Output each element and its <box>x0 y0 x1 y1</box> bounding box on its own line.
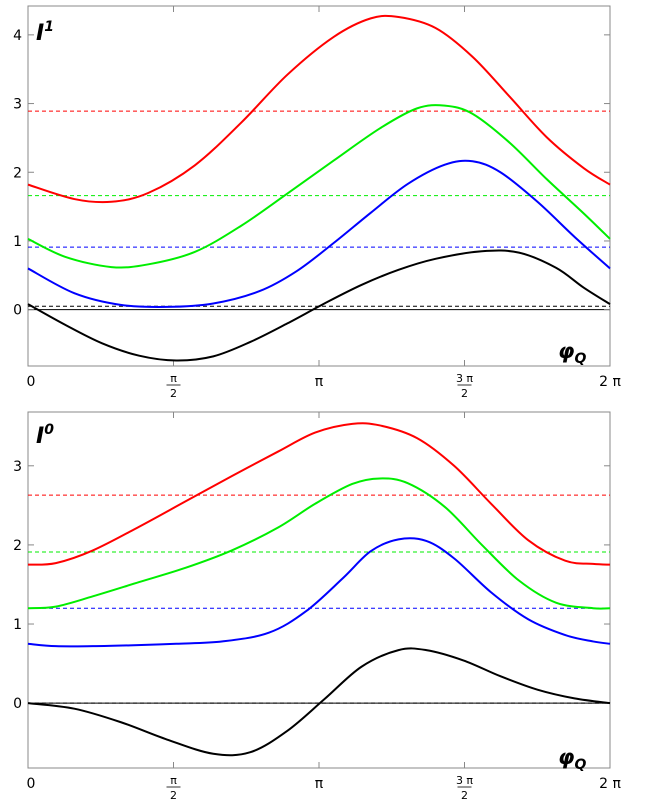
y-tick-label: 0 <box>13 696 22 712</box>
x-axis-label: φQ <box>558 339 586 367</box>
x-tick-label-denominator: 2 <box>170 789 177 802</box>
series-curve <box>27 477 611 610</box>
y-tick-label: 1 <box>13 234 22 250</box>
series-curve <box>27 647 611 757</box>
x-tick-label-denominator: 2 <box>461 387 468 400</box>
y-tick-label: 2 <box>13 165 22 181</box>
plot-frame <box>27 5 611 367</box>
series-curve <box>27 249 611 362</box>
x-tick-label-numerator: 3 π <box>456 372 473 385</box>
series-curve <box>27 537 611 648</box>
y-tick-label: 3 <box>13 97 22 113</box>
chart-panel-1: 0 1 2 3 4 0 π 2 π 3 π 2 2 π I1 φQ <box>13 5 621 400</box>
x-tick-label-numerator: π <box>170 774 177 787</box>
y-tick-label: 0 <box>13 303 22 319</box>
y-axis-label: I1 <box>36 19 54 46</box>
y-tick-label: 3 <box>13 459 22 475</box>
x-tick-label: 0 <box>27 374 36 390</box>
x-tick-label: π <box>315 776 324 792</box>
y-tick-label: 2 <box>13 538 22 554</box>
chart-panel-2: 0 1 2 3 0 π 2 π 3 π 2 2 π I0 φQ <box>13 411 621 802</box>
x-tick-label: π <box>315 374 324 390</box>
x-tick-label-numerator: 3 π <box>456 774 473 787</box>
series-curve <box>27 159 611 309</box>
x-tick-label-numerator: π <box>170 372 177 385</box>
x-axis-label: φQ <box>558 745 586 773</box>
y-tick-label: 1 <box>13 617 22 633</box>
series-curve <box>27 104 611 269</box>
y-axis-label: I0 <box>36 422 54 449</box>
y-tick-label: 4 <box>13 28 22 44</box>
series-curve <box>27 422 611 566</box>
x-tick-label: 2 π <box>599 776 621 792</box>
series-curve <box>27 14 611 204</box>
x-tick-label-denominator: 2 <box>461 789 468 802</box>
x-tick-label-denominator: 2 <box>170 387 177 400</box>
x-tick-label: 2 π <box>599 374 621 390</box>
x-tick-label: 0 <box>27 776 36 792</box>
